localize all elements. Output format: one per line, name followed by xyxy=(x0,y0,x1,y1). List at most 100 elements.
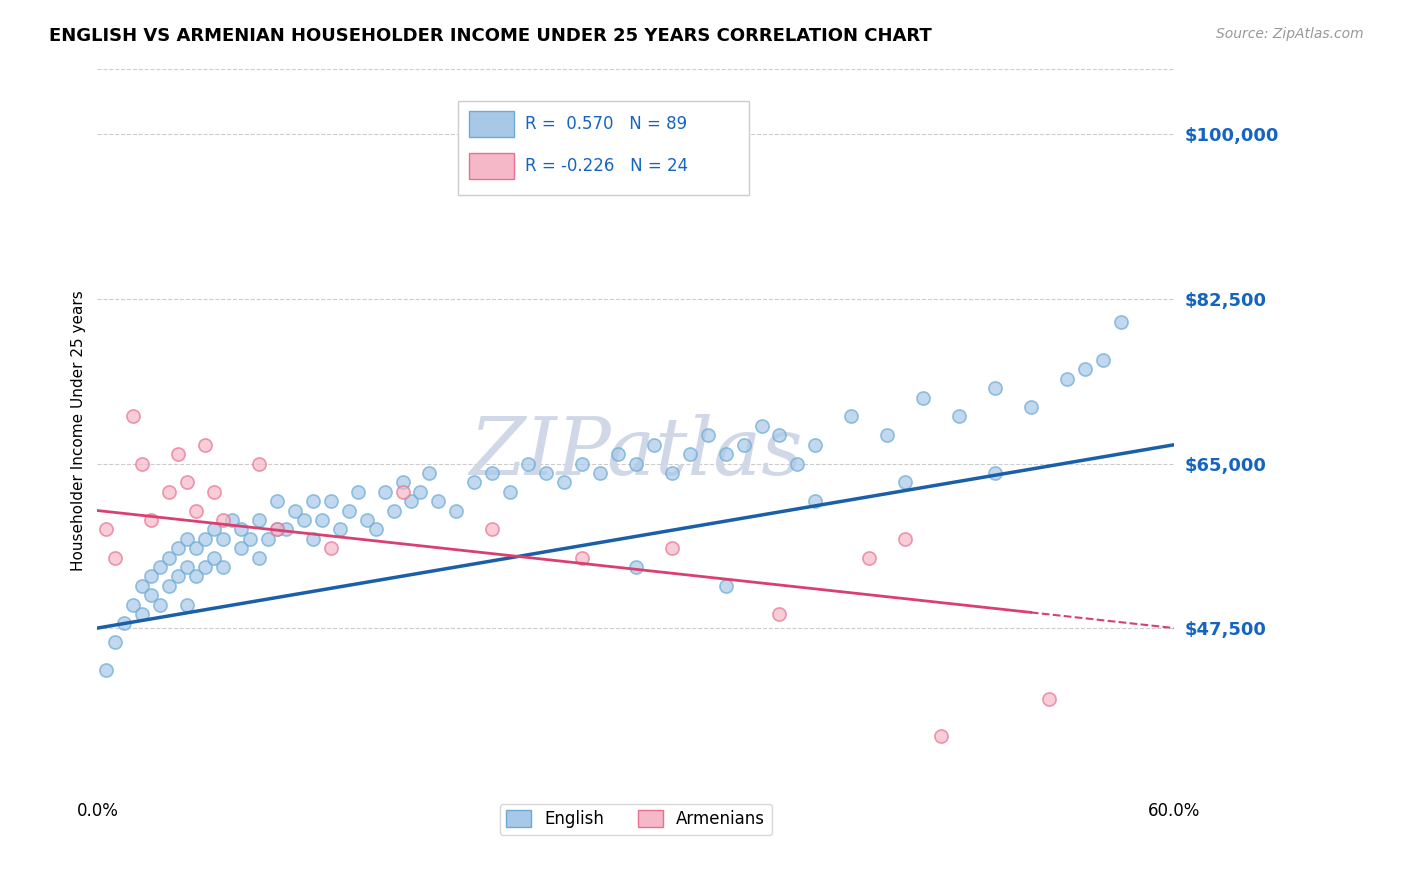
Point xyxy=(1038,691,1060,706)
Point xyxy=(131,607,153,621)
Point xyxy=(499,484,522,499)
Point xyxy=(239,532,262,546)
Point xyxy=(553,475,575,490)
Point xyxy=(1056,372,1078,386)
Point xyxy=(247,550,270,565)
Text: ZIPatlas: ZIPatlas xyxy=(470,414,803,491)
Point xyxy=(131,579,153,593)
Point xyxy=(157,579,180,593)
Point xyxy=(96,522,118,536)
Legend: English, Armenians: English, Armenians xyxy=(499,804,772,835)
Point xyxy=(1073,362,1095,376)
Point xyxy=(984,381,1007,395)
Point xyxy=(624,457,647,471)
Point xyxy=(858,550,880,565)
Point xyxy=(141,569,163,583)
Point xyxy=(481,466,503,480)
Y-axis label: Householder Income Under 25 years: Householder Income Under 25 years xyxy=(72,290,86,571)
Point xyxy=(876,428,898,442)
Text: R = -0.226   N = 24: R = -0.226 N = 24 xyxy=(524,157,688,175)
Point xyxy=(571,550,593,565)
Point xyxy=(427,494,450,508)
Point xyxy=(167,541,190,556)
Point xyxy=(122,409,145,424)
Point xyxy=(401,494,423,508)
Point xyxy=(112,616,135,631)
Point xyxy=(194,560,217,574)
Point xyxy=(157,484,180,499)
Point xyxy=(929,729,952,743)
Point xyxy=(768,428,790,442)
Point xyxy=(714,579,737,593)
Point xyxy=(391,475,413,490)
Point xyxy=(589,466,612,480)
Point xyxy=(212,532,235,546)
Text: Source: ZipAtlas.com: Source: ZipAtlas.com xyxy=(1216,27,1364,41)
Point xyxy=(481,522,503,536)
Point xyxy=(696,428,718,442)
Point xyxy=(409,484,432,499)
Point xyxy=(184,541,207,556)
Point xyxy=(786,457,808,471)
Point xyxy=(157,550,180,565)
Text: R =  0.570   N = 89: R = 0.570 N = 89 xyxy=(524,115,688,133)
Point xyxy=(122,598,145,612)
Point xyxy=(194,438,217,452)
Point xyxy=(311,513,333,527)
Point xyxy=(912,391,935,405)
Point xyxy=(301,532,323,546)
Point xyxy=(257,532,280,546)
Point xyxy=(167,569,190,583)
Point xyxy=(229,522,252,536)
Point xyxy=(1091,353,1114,368)
Point xyxy=(184,503,207,517)
Point xyxy=(714,447,737,461)
Point xyxy=(364,522,387,536)
Point xyxy=(894,475,917,490)
Point xyxy=(571,457,593,471)
Point xyxy=(329,522,352,536)
Point xyxy=(374,484,396,499)
Point xyxy=(104,550,127,565)
Point xyxy=(131,457,153,471)
Point xyxy=(266,522,288,536)
Point xyxy=(284,503,307,517)
Point xyxy=(446,503,468,517)
Point xyxy=(337,503,360,517)
Point xyxy=(141,588,163,602)
Point xyxy=(301,494,323,508)
Point xyxy=(534,466,557,480)
Point xyxy=(733,438,755,452)
Point xyxy=(202,522,225,536)
Point xyxy=(1109,315,1132,329)
Point xyxy=(176,532,198,546)
Point xyxy=(839,409,862,424)
Point xyxy=(292,513,315,527)
Point xyxy=(194,532,217,546)
Point xyxy=(167,447,190,461)
Point xyxy=(212,560,235,574)
Point xyxy=(212,513,235,527)
Point xyxy=(202,550,225,565)
Point xyxy=(606,447,628,461)
Point xyxy=(679,447,702,461)
Point xyxy=(176,475,198,490)
FancyBboxPatch shape xyxy=(470,153,515,178)
Point xyxy=(229,541,252,556)
Point xyxy=(804,494,827,508)
Point xyxy=(141,513,163,527)
Point xyxy=(274,522,297,536)
Point xyxy=(463,475,485,490)
Point xyxy=(96,664,118,678)
Text: ENGLISH VS ARMENIAN HOUSEHOLDER INCOME UNDER 25 YEARS CORRELATION CHART: ENGLISH VS ARMENIAN HOUSEHOLDER INCOME U… xyxy=(49,27,932,45)
Point xyxy=(346,484,368,499)
Point xyxy=(202,484,225,499)
Point xyxy=(149,560,172,574)
Point xyxy=(319,541,342,556)
Point xyxy=(661,466,683,480)
Point xyxy=(661,541,683,556)
FancyBboxPatch shape xyxy=(470,112,515,137)
Point xyxy=(768,607,790,621)
FancyBboxPatch shape xyxy=(458,101,749,195)
Point xyxy=(382,503,405,517)
